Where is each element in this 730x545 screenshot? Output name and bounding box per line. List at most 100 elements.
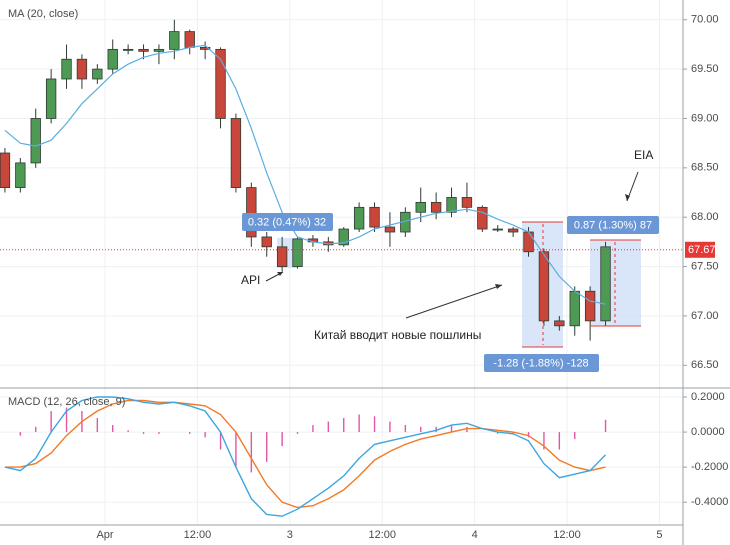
histogram-bar (312, 425, 314, 433)
candle-body (338, 228, 349, 246)
candle-body (584, 290, 596, 322)
y-tick-label: 68.50 (691, 162, 719, 174)
y-tick-label: 69.50 (691, 63, 719, 75)
candle-body (292, 238, 303, 267)
histogram-bar (19, 432, 22, 436)
measure-label-box (242, 213, 333, 231)
x-tick-label: 4 (472, 529, 478, 541)
histogram-bar (158, 432, 160, 434)
y-tick-label: 67.50 (691, 260, 719, 272)
candle-body (92, 68, 103, 80)
histogram-bar (219, 432, 222, 450)
candle-body (169, 31, 180, 50)
histogram-bar (127, 430, 129, 433)
annotation: Китай вводит новые пошлины (314, 328, 481, 342)
candle-body (492, 228, 503, 231)
annotation: API (241, 273, 260, 287)
histogram-bar (296, 432, 299, 434)
candle-body (415, 201, 426, 213)
annotation-arrowhead (277, 272, 283, 276)
y-tick-label: 67.00 (691, 310, 719, 322)
panel-title: MACD (12, 26, close, 9) (8, 396, 125, 408)
candle-body (430, 201, 442, 213)
measure-label: 0.32 (0.47%) 32 (248, 216, 326, 228)
histogram-bar (512, 432, 514, 434)
histogram-bar (142, 432, 145, 434)
histogram-bar (404, 425, 407, 433)
histogram-bar (189, 432, 191, 434)
y-tick-label: -0.4000 (691, 496, 728, 508)
candle-body (199, 46, 211, 50)
candle-body (0, 152, 11, 188)
histogram-bar (435, 426, 437, 433)
candle-body (30, 118, 41, 164)
histogram-bar (50, 411, 52, 433)
histogram-bar (543, 432, 545, 450)
candle-body (122, 48, 134, 51)
candle-body (477, 206, 488, 230)
panel-title: MA (20, close) (8, 8, 78, 20)
histogram-bar (204, 432, 206, 438)
candle-body (184, 31, 195, 48)
histogram-bar (343, 418, 345, 433)
last-price-box (685, 241, 715, 258)
axes: Apr 12:00 3 12:00 4 12:00 5 66.50 67.00 67.50 68.0… (96, 14, 728, 541)
candle-body (507, 228, 519, 233)
histogram-bar (450, 425, 453, 433)
annotation-arrow (405, 284, 503, 319)
y-tick-label: -0.2000 (691, 461, 728, 473)
signal-line (4, 399, 606, 509)
histogram-bar (35, 426, 37, 433)
candle-body (138, 48, 149, 52)
histogram-bar (112, 425, 114, 433)
measure-label-box (484, 354, 599, 372)
histogram-bar (466, 426, 468, 433)
annotation: EIA (634, 148, 653, 162)
histogram-bar (389, 421, 391, 433)
x-tick-label: 12:00 (553, 529, 581, 541)
histogram-bar (604, 419, 607, 433)
histogram-bar (266, 432, 268, 462)
candle-body (276, 246, 288, 267)
ma-line (4, 44, 606, 305)
candle-body (523, 231, 534, 253)
candle-body (261, 236, 272, 248)
candle-body (215, 48, 226, 119)
histogram-bar (373, 416, 376, 433)
histogram-bar (327, 421, 330, 433)
last-price-label: 67.67 (688, 244, 716, 256)
candle-body (107, 48, 118, 70)
annotations: 0.32 (0.47%) 32 -1.28 (-1.88%) -128 0.87… (241, 148, 659, 372)
candle-body (15, 162, 26, 188)
candle-body (230, 118, 242, 188)
x-tick-label: 3 (287, 529, 293, 541)
x-tick-label: Apr (96, 529, 113, 541)
histogram-bar (558, 432, 561, 450)
histogram-bar (235, 432, 237, 468)
candle-body (153, 48, 165, 52)
y-tick-label: 70.00 (691, 14, 719, 26)
histogram-bar (65, 407, 68, 433)
candle-body (461, 197, 473, 208)
histogram-bar (420, 426, 422, 433)
histogram-bar (497, 432, 499, 434)
candle-body (61, 58, 72, 80)
annotation-arrowhead (625, 194, 630, 201)
candle-body (569, 290, 580, 327)
y-tick-label: 68.00 (691, 211, 719, 223)
candle-body (554, 320, 565, 327)
y-tick-label: 0.2000 (691, 391, 725, 403)
x-tick-label: 5 (656, 529, 662, 541)
candle-body (369, 206, 380, 228)
measure-area (590, 240, 641, 326)
y-tick-label: 66.50 (691, 359, 719, 371)
histogram-bar (250, 432, 253, 473)
macd-line (4, 396, 606, 517)
histogram-bar (574, 432, 576, 440)
histogram-bar (96, 418, 99, 433)
measure-label-box (567, 216, 659, 234)
histogram-bar (281, 432, 283, 447)
candle-body (600, 246, 611, 322)
